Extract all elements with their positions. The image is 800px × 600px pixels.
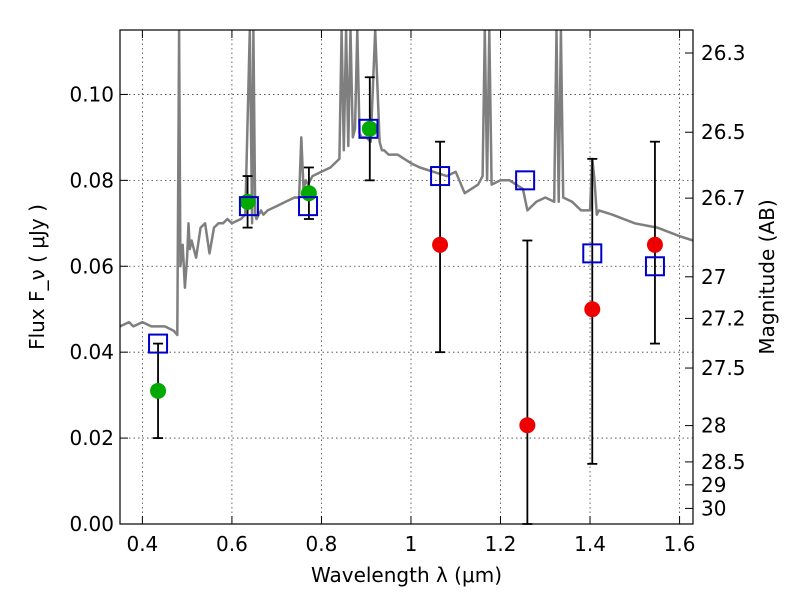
y-tick-label: 0.10	[69, 82, 114, 106]
y2-tick-label: 30	[701, 496, 726, 520]
spectrum-line	[120, 30, 693, 337]
error-bar	[522, 239, 533, 525]
y2-tick-label: 26.5	[701, 120, 746, 144]
circle-marker	[432, 236, 449, 253]
y2-axis-label: Magnitude (AB)	[755, 199, 779, 354]
y2-tick-label: 28	[701, 414, 726, 438]
x-tick-label: 1	[405, 532, 418, 556]
plot-frame	[119, 29, 694, 525]
circle-marker	[150, 382, 167, 399]
x-axis-ticks: 0.4 0.6 0.8 1 1.2 1.4 1.6	[126, 30, 695, 556]
y2-tick-label: 27.2	[701, 306, 746, 330]
x-tick-label: 0.8	[306, 532, 338, 556]
y-tick-label: 0.04	[69, 340, 114, 364]
spectrum-line-layer	[120, 30, 693, 337]
y2-tick-label: 29	[701, 473, 726, 497]
y-tick-label: 0.00	[69, 512, 114, 536]
y2-tick-label: 27	[701, 265, 726, 289]
circle-marker	[361, 120, 378, 137]
grid	[120, 30, 693, 525]
x-axis-label: Wavelength λ (μm)	[311, 563, 502, 587]
square-marker	[358, 118, 379, 139]
square-marker	[238, 196, 259, 217]
x-tick-label: 0.6	[216, 532, 248, 556]
square-marker	[148, 333, 169, 354]
circle-marker	[584, 301, 601, 318]
x-tick-label: 1.4	[574, 532, 606, 556]
y-tick-label: 0.02	[69, 426, 114, 450]
y-axis-ticks: 0.00 0.02 0.04 0.06 0.08 0.10	[69, 82, 128, 536]
data-markers	[148, 118, 665, 434]
y-tick-label: 0.08	[69, 168, 114, 192]
y-tick-label: 0.06	[69, 254, 114, 278]
error-bars	[153, 76, 660, 525]
square-marker	[298, 196, 319, 217]
x-tick-label: 1.6	[664, 532, 696, 556]
circle-marker	[646, 236, 663, 253]
y2-tick-label: 26.7	[701, 186, 746, 210]
y2-tick-label: 27.5	[701, 356, 746, 380]
circle-marker	[300, 185, 317, 202]
square-marker	[515, 170, 536, 191]
square-marker	[644, 256, 665, 277]
y2-tick-label: 26.3	[701, 41, 746, 65]
y2-tick-label: 28.5	[701, 450, 746, 474]
square-marker	[430, 166, 451, 187]
square-marker	[582, 243, 603, 264]
circle-marker	[519, 417, 536, 434]
x-tick-label: 0.4	[126, 532, 158, 556]
y-axis-label: Flux F_ν ( μJy )	[25, 204, 49, 350]
x-tick-label: 1.2	[485, 532, 517, 556]
